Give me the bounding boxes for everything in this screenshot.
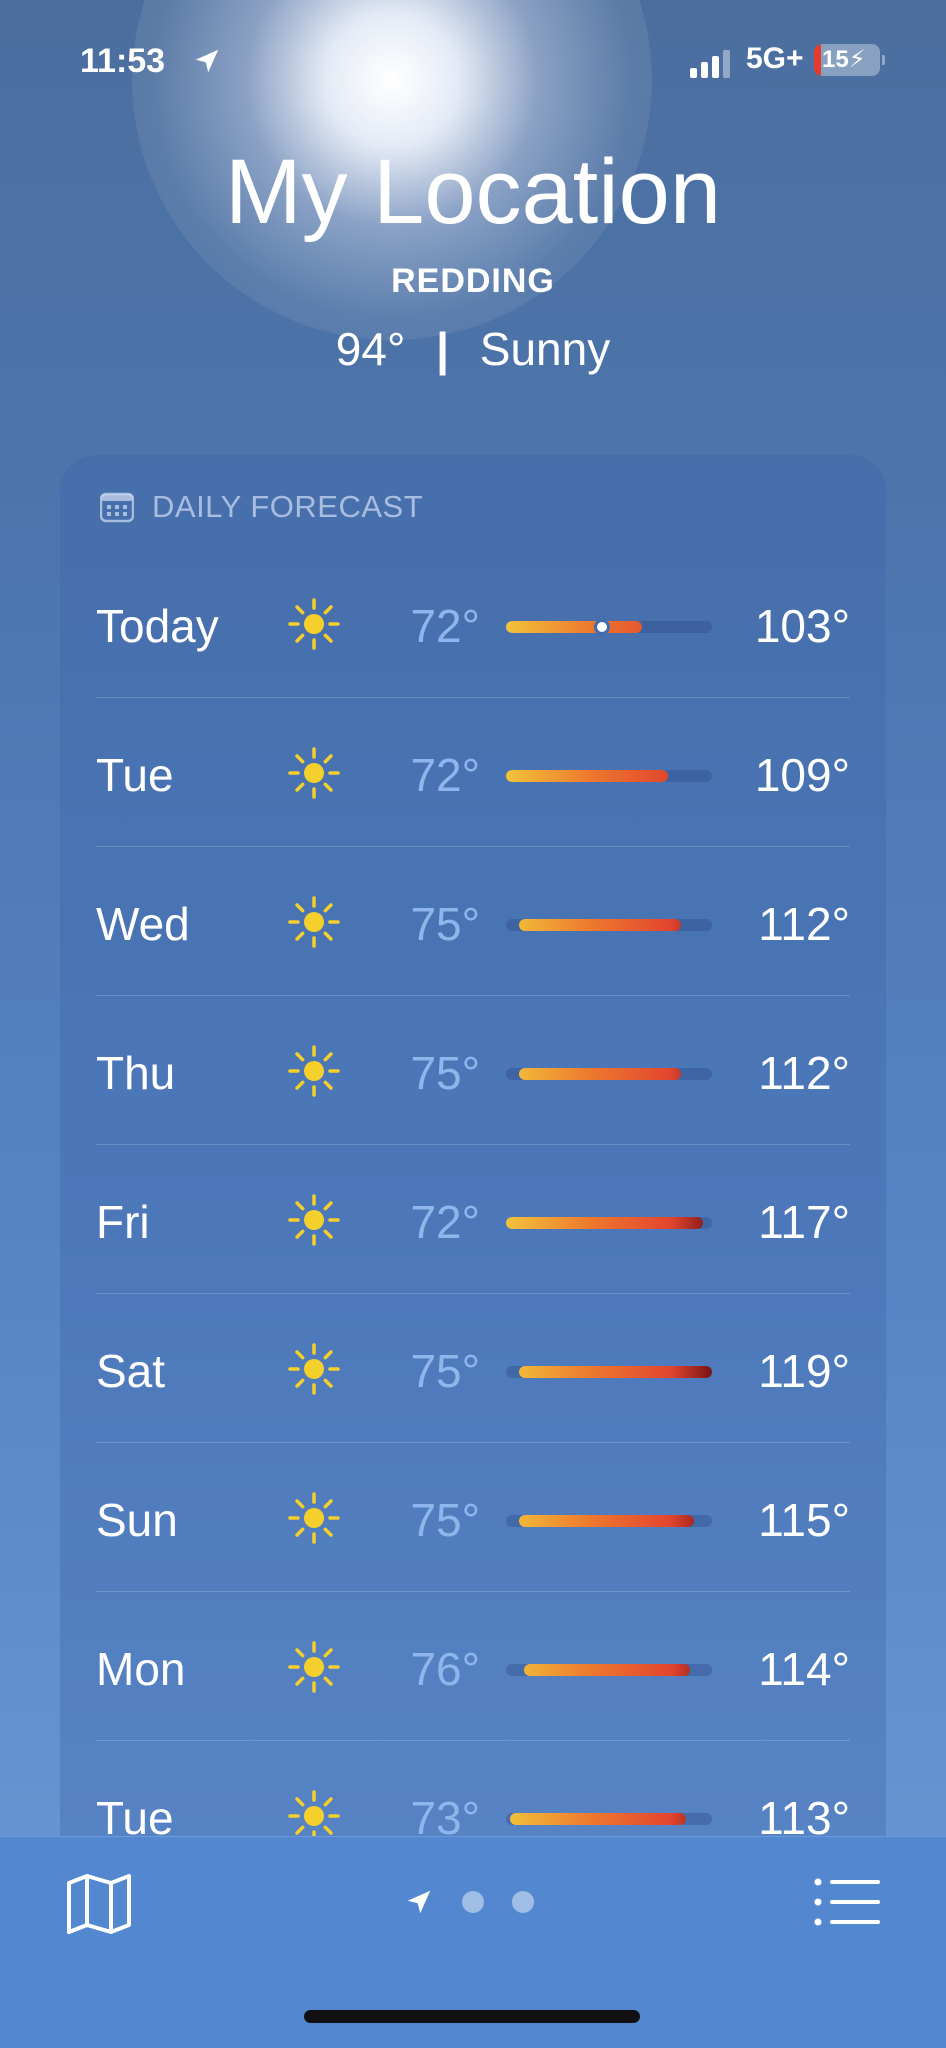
current-conditions: 94° | Sunny	[0, 322, 946, 376]
day-label: Wed	[96, 898, 190, 950]
low-temp: 73°	[410, 1792, 480, 1844]
low-temp: 75°	[410, 898, 480, 950]
sun-icon	[286, 894, 342, 955]
battery-level: 15	[822, 46, 849, 73]
day-label: Fri	[96, 1196, 150, 1248]
forecast-row[interactable]: Sat 75° 119°	[96, 1294, 850, 1443]
card-heading: DAILY FORECAST	[152, 489, 424, 524]
high-temp: 112°	[758, 898, 850, 950]
location-arrow-icon	[195, 49, 219, 73]
sun-icon	[286, 1192, 342, 1253]
day-label: Tue	[96, 749, 174, 801]
high-temp: 114°	[758, 1643, 850, 1695]
high-temp: 115°	[758, 1494, 850, 1546]
forecast-row[interactable]: Tue 73° 113°	[96, 1741, 850, 1890]
current-temp: 94°	[335, 323, 406, 375]
temp-range-bar	[519, 1515, 695, 1527]
temp-range-bar	[506, 1217, 704, 1229]
status-bar: 11:53 5G+ 15⚡	[0, 42, 946, 82]
day-label: Mon	[96, 1643, 186, 1695]
day-label: Sun	[96, 1494, 178, 1546]
network-label: 5G+	[746, 42, 804, 75]
list-icon[interactable]	[814, 1877, 880, 1927]
sun-icon	[286, 596, 342, 657]
temp-range-bar	[519, 1366, 712, 1378]
page-dot[interactable]	[462, 1891, 484, 1913]
day-label: Tue	[96, 1792, 174, 1844]
map-icon[interactable]	[66, 1873, 132, 1935]
temp-range-track	[506, 1664, 712, 1676]
condition: Sunny	[479, 323, 611, 375]
forecast-row[interactable]: Mon 76° 114°	[96, 1592, 850, 1741]
location-title: My Location	[224, 141, 722, 243]
high-temp: 119°	[758, 1345, 850, 1397]
day-label: Thu	[96, 1047, 176, 1099]
separator: |	[436, 323, 449, 375]
temp-range-bar	[519, 1068, 682, 1080]
forecast-list: Today 72° 103° Tue 72° 109° Wed 75° 112° Thu 75° 11…	[96, 549, 850, 1890]
forecast-row[interactable]: Tue 72° 109°	[96, 698, 850, 847]
temp-range-bar	[506, 770, 669, 782]
temp-range-track	[506, 919, 712, 931]
low-temp: 72°	[410, 1196, 480, 1248]
page-dot[interactable]	[512, 1891, 534, 1913]
sun-icon	[286, 1043, 342, 1104]
high-temp: 109°	[754, 749, 850, 801]
low-temp: 75°	[410, 1494, 480, 1546]
forecast-row[interactable]: Fri 72° 117°	[96, 1145, 850, 1294]
high-temp: 113°	[758, 1792, 850, 1844]
low-temp: 76°	[410, 1643, 480, 1695]
daily-forecast-card: DAILY FORECAST Today 72° 103° Tue 72° 109° Wed…	[60, 455, 886, 1955]
location-arrow-icon[interactable]	[404, 1887, 434, 1917]
sun-icon	[286, 745, 342, 806]
page-indicator[interactable]	[404, 1887, 534, 1917]
day-label: Sat	[96, 1345, 166, 1397]
forecast-row[interactable]: Thu 75° 112°	[96, 996, 850, 1145]
temp-range-track	[506, 1813, 712, 1825]
temp-range-track	[506, 1515, 712, 1527]
day-label: Today	[96, 600, 219, 652]
high-temp: 103°	[754, 600, 850, 652]
temp-range-track	[506, 619, 712, 635]
low-temp: 75°	[410, 1047, 480, 1099]
calendar-icon	[100, 492, 134, 523]
battery-icon: 15⚡	[814, 44, 880, 76]
sun-icon	[286, 1490, 342, 1551]
temp-range-bar	[506, 621, 642, 633]
temp-range-track	[506, 1068, 712, 1080]
card-header: DAILY FORECAST	[100, 489, 423, 525]
high-temp: 112°	[758, 1047, 850, 1099]
temp-range-bar	[523, 1664, 691, 1676]
temp-range-track	[506, 770, 712, 782]
high-temp: 117°	[758, 1196, 850, 1248]
temp-range-bar	[519, 919, 682, 931]
temp-range-bar	[510, 1813, 686, 1825]
temp-range-track	[506, 1217, 712, 1229]
low-temp: 75°	[410, 1345, 480, 1397]
home-indicator[interactable]	[304, 2010, 640, 2023]
forecast-row[interactable]: Today 72° 103°	[96, 549, 850, 698]
low-temp: 72°	[410, 600, 480, 652]
current-temp-marker	[594, 619, 611, 635]
sun-icon	[286, 1639, 342, 1700]
battery-nub	[882, 55, 885, 65]
forecast-row[interactable]: Sun 75° 115°	[96, 1443, 850, 1592]
signal-icon	[690, 50, 730, 78]
temp-range-track	[506, 1366, 712, 1378]
city-name: REDDING	[391, 262, 555, 300]
low-temp: 72°	[410, 749, 480, 801]
forecast-row[interactable]: Wed 75° 112°	[96, 847, 850, 996]
sun-icon	[286, 1341, 342, 1402]
clock: 11:53	[80, 42, 166, 80]
